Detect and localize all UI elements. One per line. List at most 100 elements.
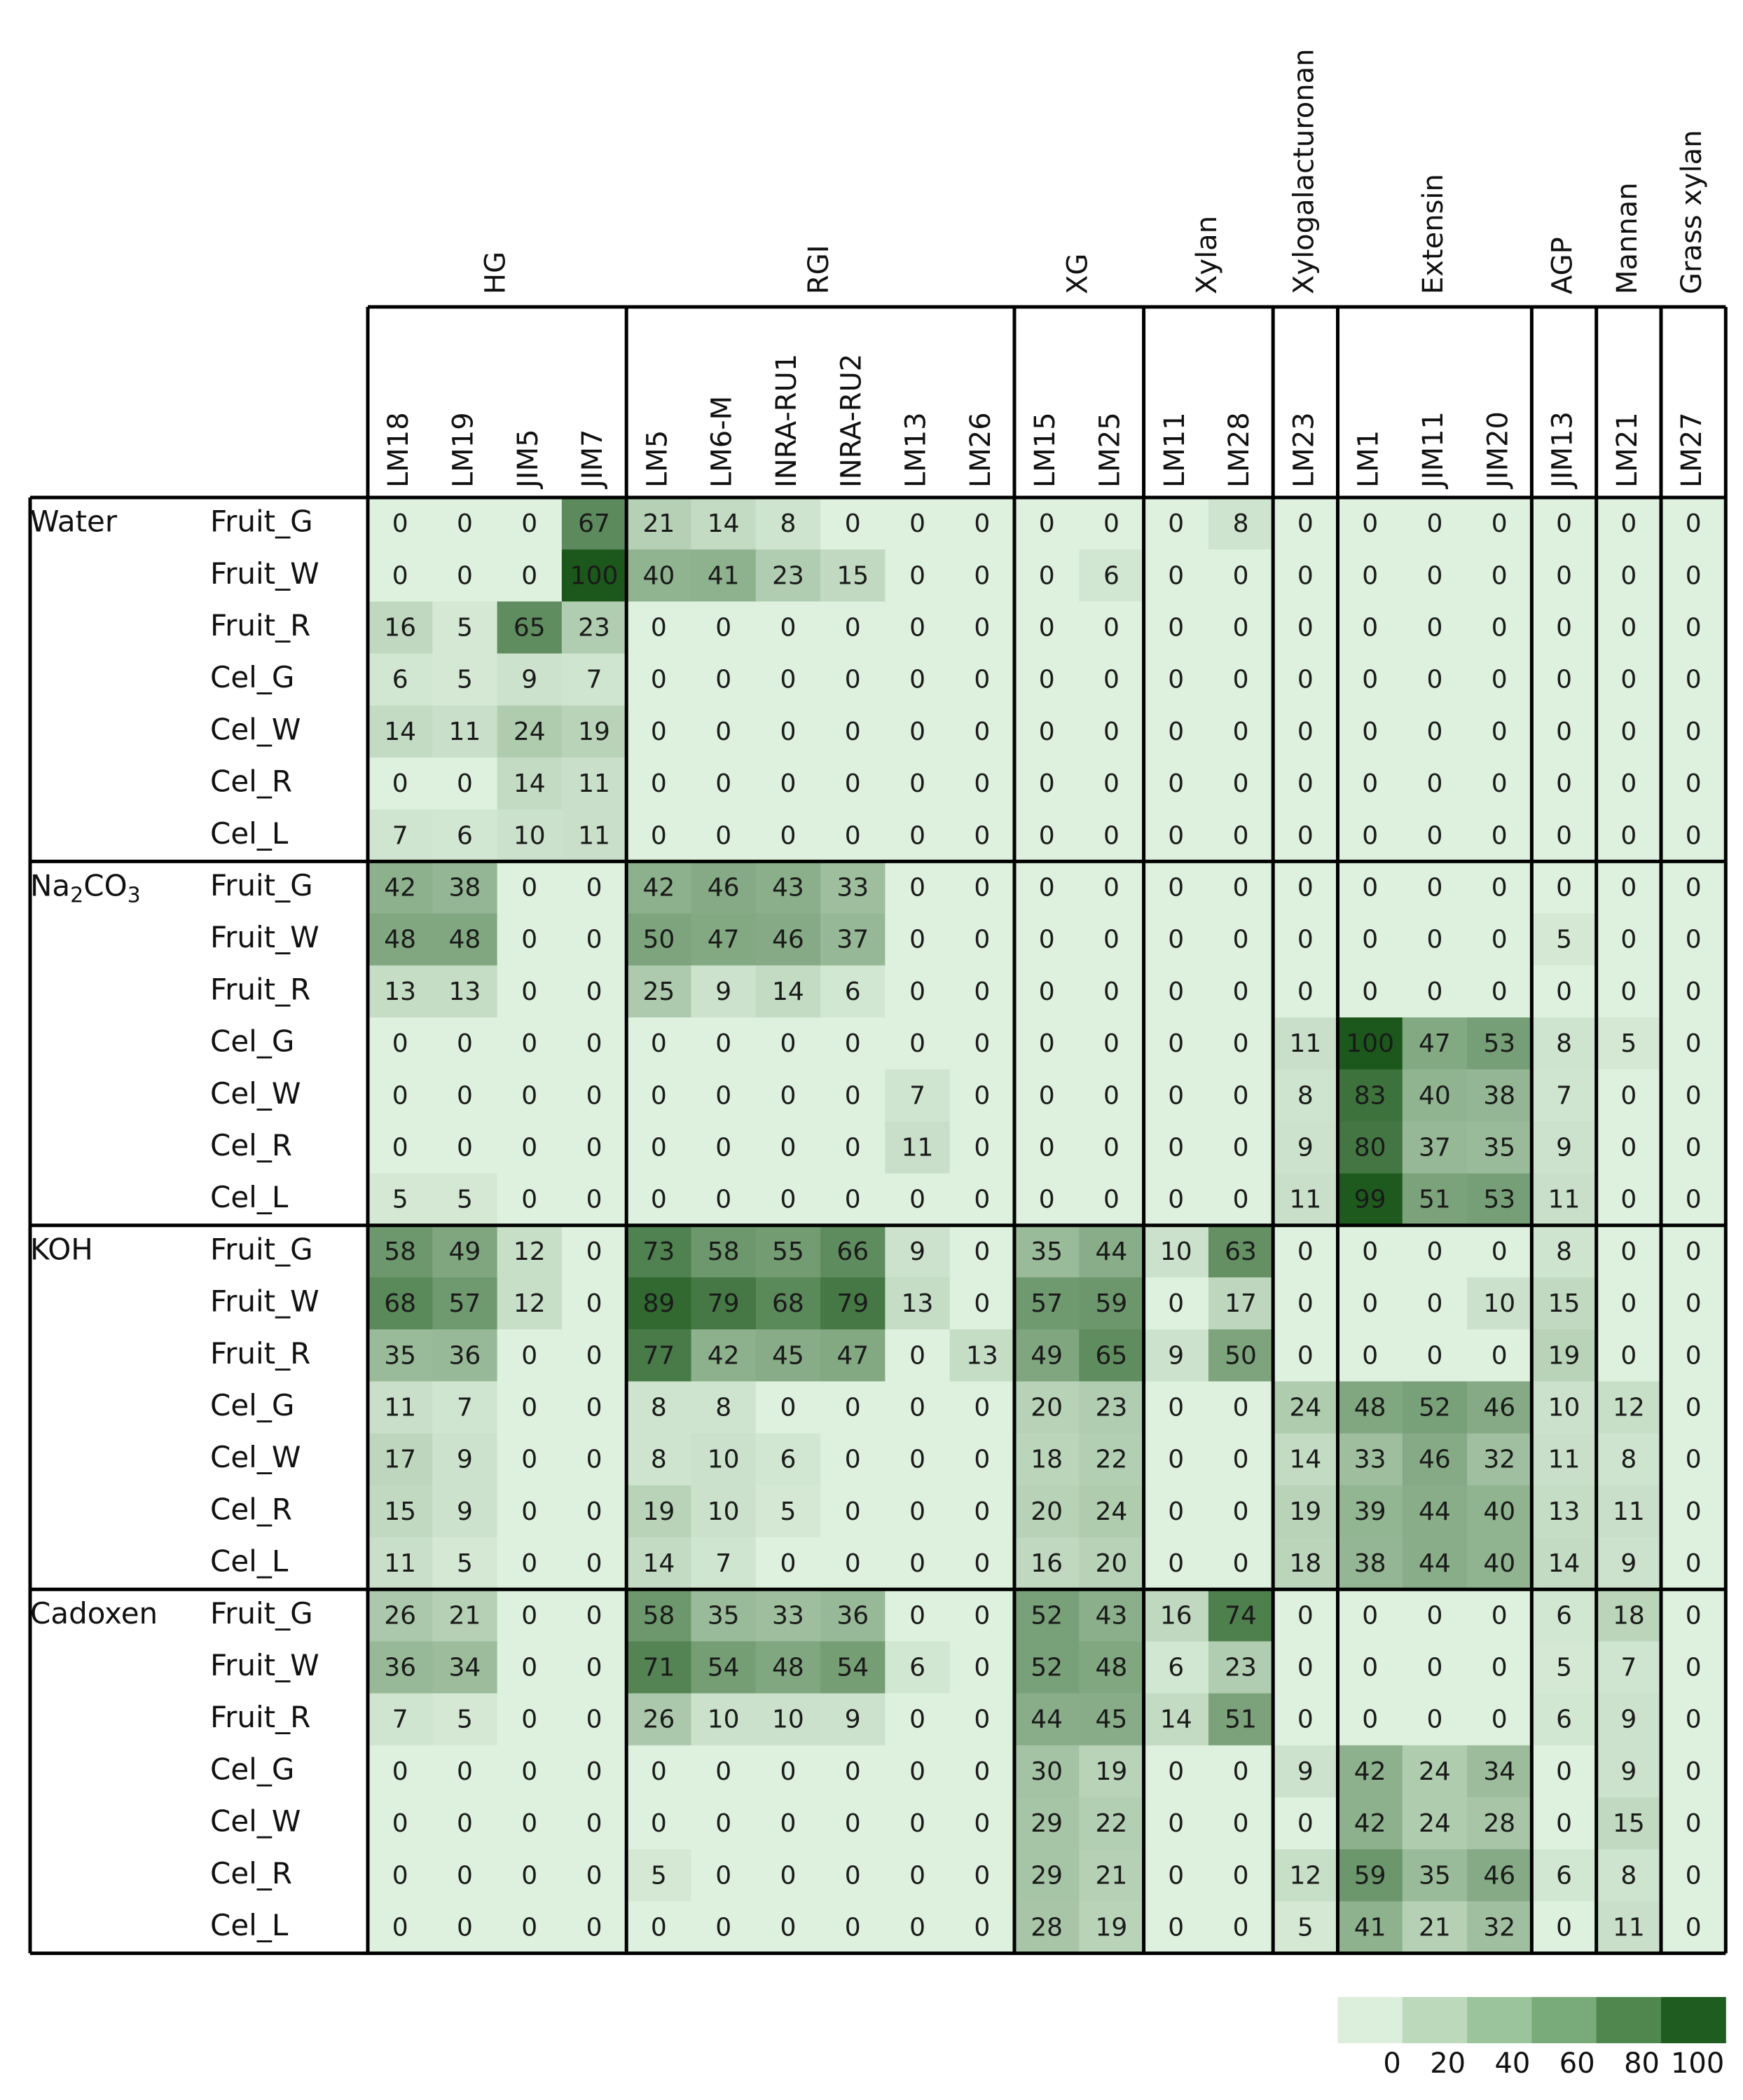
cell-value: 0: [845, 1809, 861, 1838]
heatmap-cell: [497, 1173, 563, 1226]
heatmap-cell: [1661, 1641, 1726, 1694]
heatmap-cell: [497, 1017, 563, 1070]
cell-value: 0: [521, 1809, 537, 1838]
cell-value: 54: [836, 1654, 869, 1682]
heatmap-cell: [755, 1381, 821, 1434]
heatmap-cell: [432, 1901, 498, 1954]
cell-value: 0: [974, 1549, 990, 1578]
cell-value: 0: [909, 821, 925, 850]
heatmap-cell: [1014, 1173, 1080, 1226]
heatmap-cell: [626, 549, 692, 602]
heatmap-cell: [1337, 1381, 1403, 1434]
cell-value: 13: [1548, 1497, 1580, 1526]
heatmap-cell: [626, 1381, 692, 1434]
cell-value: 0: [1426, 1341, 1442, 1370]
cell-value: 48: [1096, 1654, 1128, 1682]
heatmap-cell: [885, 1381, 951, 1434]
cell-value: 21: [642, 509, 675, 538]
cell-value: 0: [392, 1029, 408, 1058]
cell-value: 51: [1419, 1186, 1451, 1214]
cell-value: 53: [1483, 1186, 1515, 1214]
heatmap-cell: [1661, 1537, 1726, 1590]
heatmap-cell: [691, 1329, 757, 1382]
cell-value: 0: [780, 769, 796, 798]
cell-value: 21: [1419, 1914, 1451, 1942]
heatmap-cell: [432, 1381, 498, 1434]
heatmap-cell: [1402, 705, 1468, 758]
cell-value: 0: [974, 1029, 990, 1058]
heatmap-cell: [626, 1017, 692, 1070]
heatmap-cell: [1273, 809, 1339, 862]
cell-value: 0: [1233, 769, 1249, 798]
heatmap-cell: [1531, 705, 1597, 758]
heatmap-cell: [368, 1069, 433, 1122]
heatmap-cell: [755, 1693, 821, 1746]
heatmap-cell: [1014, 705, 1080, 758]
heatmap-cell: [432, 1329, 498, 1382]
heatmap-cell: [432, 1277, 498, 1330]
heatmap-cell: [1467, 1017, 1532, 1070]
heatmap-cell: [820, 1797, 886, 1850]
cell-value: 0: [1297, 821, 1314, 850]
cell-value: 0: [586, 1497, 602, 1526]
heatmap-cell: [1208, 913, 1274, 966]
cell-value: 8: [651, 1446, 667, 1474]
cell-value: 0: [1426, 561, 1442, 590]
heatmap-cell: [1079, 497, 1145, 550]
cell-value: 42: [1354, 1757, 1386, 1786]
cell-value: 0: [586, 1341, 602, 1370]
cell-value: 13: [384, 977, 416, 1006]
heatmap-cell: [1143, 1589, 1209, 1642]
cell-value: 0: [1297, 1706, 1314, 1734]
heatmap-cell: [1143, 1797, 1209, 1850]
cell-value: 48: [449, 926, 481, 954]
cell-value: 38: [449, 874, 481, 903]
cell-value: 9: [1297, 1757, 1314, 1786]
heatmap-cell: [1014, 809, 1080, 862]
cell-value: 8: [1297, 1081, 1314, 1110]
cell-value: 0: [586, 1861, 602, 1890]
cell-value: 0: [1362, 718, 1378, 746]
cell-value: 0: [521, 977, 537, 1006]
heatmap-cell: [1467, 757, 1532, 810]
heatmap-cell: [1661, 653, 1726, 706]
cell-value: 0: [1297, 1237, 1314, 1266]
cell-value: 99: [1354, 1186, 1386, 1214]
heatmap-cell: [432, 705, 498, 758]
cell-value: 29: [1031, 1809, 1063, 1838]
cell-value: 0: [1556, 769, 1572, 798]
cell-value: 0: [974, 1081, 990, 1110]
heatmap-cell: [1467, 497, 1532, 550]
heatmap-cell: [561, 1589, 627, 1642]
cell-value: 46: [1483, 1394, 1515, 1422]
heatmap-cell: [1208, 705, 1274, 758]
cell-value: 6: [457, 821, 473, 850]
cell-value: 79: [708, 1289, 740, 1318]
heatmap-cell: [1531, 861, 1597, 914]
cell-value: 0: [715, 1134, 731, 1162]
heatmap-cell: [1337, 1693, 1403, 1746]
heatmap-cell: [1402, 1381, 1468, 1434]
cell-value: 57: [449, 1289, 481, 1318]
heatmap-cell: [1273, 601, 1339, 654]
cell-value: 50: [1225, 1341, 1257, 1370]
heatmap-cell: [1467, 601, 1532, 654]
heatmap-cell: [497, 601, 563, 654]
cell-value: 19: [1096, 1914, 1128, 1942]
cell-value: 44: [1031, 1706, 1063, 1734]
cell-value: 49: [1031, 1341, 1063, 1370]
cell-value: 65: [1096, 1341, 1128, 1370]
heatmap-cell: [1467, 913, 1532, 966]
cell-value: 0: [909, 1186, 925, 1214]
heatmap-cell: [755, 1641, 821, 1694]
cell-value: 0: [1491, 821, 1508, 850]
heatmap-cell: [755, 497, 821, 550]
heatmap-cell: [820, 549, 886, 602]
heatmap-cell: [1143, 1121, 1209, 1174]
group-label: Xylogalacturonan: [1288, 49, 1320, 294]
heatmap-cell: [949, 1381, 1015, 1434]
cell-value: 0: [1233, 614, 1249, 643]
cell-value: 14: [1160, 1706, 1192, 1734]
heatmap-cell: [691, 757, 757, 810]
legend-tick: 80: [1624, 2047, 1660, 2080]
